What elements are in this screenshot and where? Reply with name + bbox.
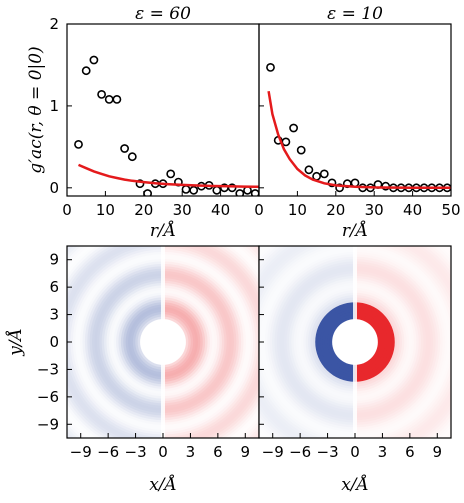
y-tick-label: −3 <box>37 360 59 378</box>
x-tick-label: 10 <box>96 201 115 219</box>
data-point <box>266 63 275 72</box>
fit-curve-line <box>267 90 451 190</box>
x-tick-label: 30 <box>173 201 192 219</box>
x-tick-label: 50 <box>441 201 460 219</box>
data-point <box>81 66 91 76</box>
data-point <box>127 152 137 162</box>
x-tick-label: −3 <box>125 443 147 461</box>
x-tick-label: 3 <box>186 443 196 461</box>
x-tick-label: −9 <box>262 443 284 461</box>
data-point <box>235 189 245 196</box>
data-point <box>335 183 344 193</box>
data-point <box>381 181 391 191</box>
x-tick-label: 0 <box>158 443 168 461</box>
y-tick-label: 3 <box>49 306 59 324</box>
data-point <box>166 169 176 179</box>
x-tick-label: 0 <box>62 201 72 219</box>
x-axis-label-top-right: r/Å <box>342 220 368 241</box>
x-tick-label: −6 <box>97 443 119 461</box>
heatmap-panel-bottom-right: −9 −6 −3 0 3 6 9 x/Å <box>258 245 452 495</box>
x-axis-label-top-left: r/Å <box>150 220 176 241</box>
data-point <box>227 183 237 193</box>
panel-title-eps10: ε = 10 <box>327 4 383 24</box>
data-point <box>181 184 191 194</box>
plot-frame-top-left <box>66 23 260 197</box>
plot-panel-top-left: 0 10 20 30 40 0 1 2 r/Å g′ac(r, θ = 0|0) <box>26 15 260 241</box>
x-tick-label: −3 <box>317 443 339 461</box>
data-point <box>104 95 114 104</box>
excluded-core <box>332 319 378 365</box>
y-tick-label: 0 <box>49 333 59 351</box>
data-point <box>296 145 306 155</box>
y-axis-label-bottom-left: y/Å <box>5 328 26 357</box>
x-tick-label: 20 <box>134 201 153 219</box>
data-point <box>112 95 122 104</box>
y-tick-label: 1 <box>49 97 59 115</box>
x-tick-label: −6 <box>289 443 311 461</box>
x-tick-label: 6 <box>405 443 415 461</box>
x-tick-label: −9 <box>70 443 92 461</box>
x-tick-label: 0 <box>254 201 264 219</box>
y-tick-label: 9 <box>49 251 59 269</box>
y-tick-label: −6 <box>37 388 59 406</box>
x-axis-label-bottom-right: x/Å <box>341 474 369 495</box>
data-point <box>319 169 329 179</box>
data-point <box>74 139 83 149</box>
y-tick-label: 2 <box>49 15 59 33</box>
data-point <box>135 179 145 189</box>
x-tick-label: 20 <box>326 201 345 219</box>
plot-frame-top-right <box>258 23 452 197</box>
data-point <box>289 123 298 133</box>
panel-title-eps60: ε = 60 <box>135 4 191 24</box>
y-tick-label: −9 <box>37 415 59 433</box>
x-axis-label-bottom-left: x/Å <box>149 474 177 495</box>
x-tick-label: 10 <box>288 201 307 219</box>
x-tick-label: 3 <box>378 443 388 461</box>
x-tick-label: 40 <box>211 201 230 219</box>
excluded-core <box>140 319 186 365</box>
data-point <box>97 90 106 99</box>
x-tick-label: 9 <box>241 443 251 461</box>
x-tick-label: 9 <box>433 443 443 461</box>
data-point <box>120 144 129 153</box>
data-point <box>89 55 99 65</box>
fit-curve-line <box>78 163 259 189</box>
y-axis-label-top-left: g′ac(r, θ = 0|0) <box>26 46 46 173</box>
y-tick-label: 0 <box>49 179 59 197</box>
plot-panel-top-right: 0 10 20 30 40 50 r/Å <box>254 23 461 241</box>
data-point <box>189 185 199 195</box>
x-tick-label: 40 <box>403 201 422 219</box>
x-tick-label: 30 <box>365 201 384 219</box>
x-tick-label: 0 <box>350 443 360 461</box>
data-point <box>304 165 314 175</box>
x-tick-label: 6 <box>213 443 223 461</box>
data-point <box>212 185 222 195</box>
y-tick-label: 6 <box>49 278 59 296</box>
